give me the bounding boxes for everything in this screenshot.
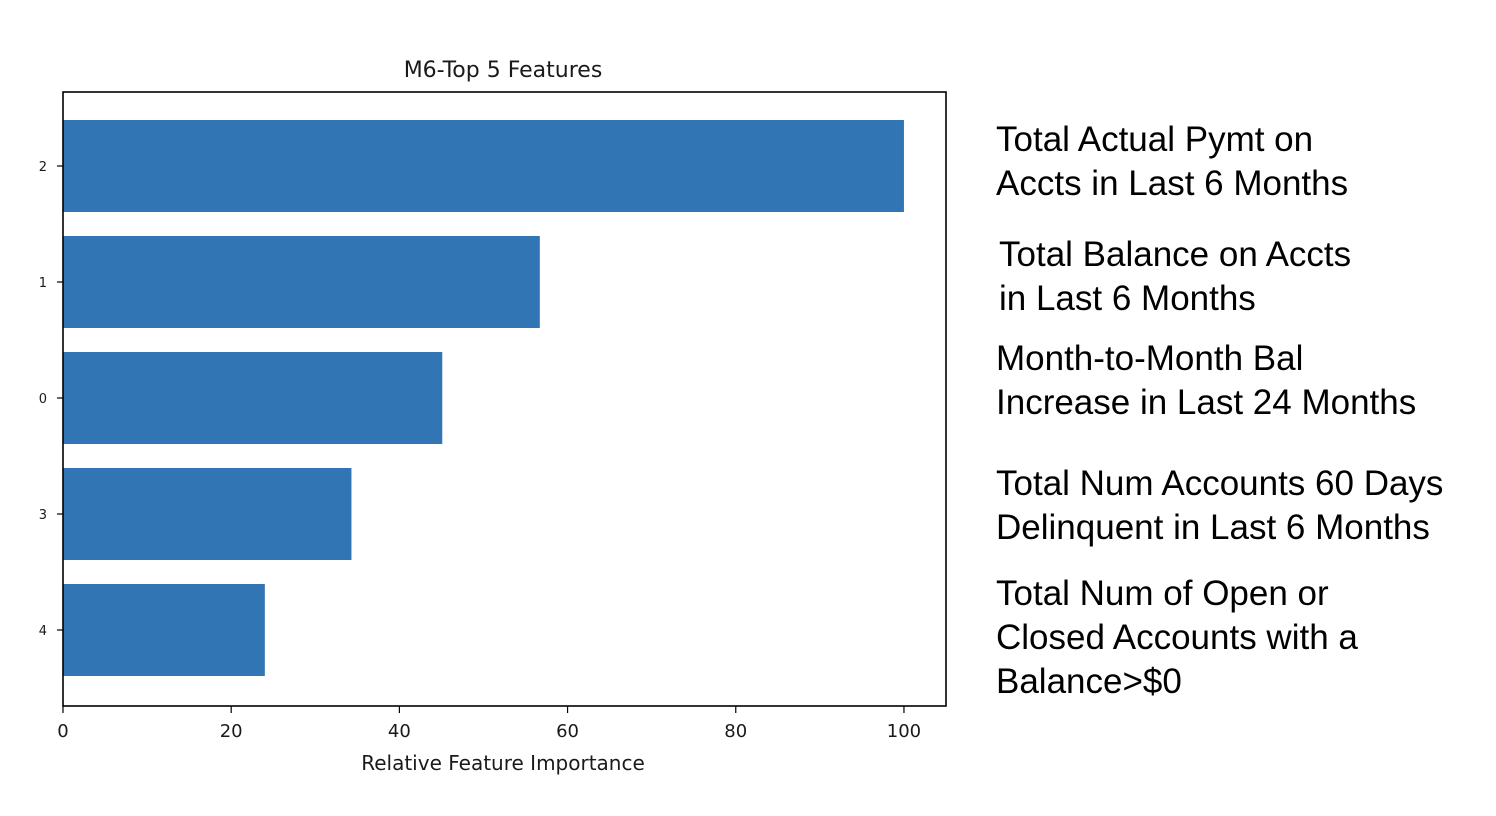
annotation-line: Total Num Accounts 60 Days bbox=[996, 464, 1444, 503]
annotation-line: Accts in Last 6 Months bbox=[996, 164, 1349, 203]
x-tick-label: 0 bbox=[57, 721, 68, 742]
annotation-line: Closed Accounts with a bbox=[996, 618, 1358, 657]
y-tick-label: 3 bbox=[39, 508, 47, 523]
chart-title: M6-Top 5 Features bbox=[404, 58, 603, 83]
feature-annotation-4: Total Num of Open or Closed Accounts wit… bbox=[996, 572, 1358, 704]
x-tick-label: 100 bbox=[887, 721, 921, 742]
bar-feature-2 bbox=[63, 120, 904, 212]
y-tick-label: 1 bbox=[39, 276, 47, 291]
bar-feature-3 bbox=[63, 468, 352, 560]
x-tick-label: 80 bbox=[724, 721, 747, 742]
y-tick-label: 4 bbox=[39, 624, 47, 639]
annotation-line: in Last 6 Months bbox=[999, 279, 1256, 318]
annotation-line: Total Balance on Accts bbox=[999, 235, 1352, 274]
plot-frame bbox=[62, 91, 947, 707]
bar-feature-1 bbox=[63, 236, 540, 328]
x-axis-label: Relative Feature Importance bbox=[361, 751, 645, 775]
annotation-line: Total Actual Pymt on bbox=[996, 120, 1314, 159]
annotation-line: Balance>$0 bbox=[996, 662, 1182, 701]
annotation-line: Delinquent in Last 6 Months bbox=[996, 508, 1430, 547]
feature-annotation-3: Total Num Accounts 60 Days Delinquent in… bbox=[996, 462, 1443, 550]
annotation-line: Total Num of Open or bbox=[996, 574, 1329, 613]
annotation-line: Increase in Last 24 Months bbox=[996, 383, 1417, 422]
bar-feature-0 bbox=[63, 352, 443, 444]
y-tick-label: 0 bbox=[39, 392, 47, 407]
annotation-line: Month-to-Month Bal bbox=[996, 339, 1304, 378]
feature-annotation-0: Month-to-Month Bal Increase in Last 24 M… bbox=[996, 337, 1416, 425]
x-tick-label: 20 bbox=[220, 721, 243, 742]
x-tick-label: 40 bbox=[388, 721, 411, 742]
feature-annotation-1: Total Balance on Accts in Last 6 Months bbox=[999, 233, 1351, 321]
feature-annotation-2: Total Actual Pymt on Accts in Last 6 Mon… bbox=[996, 118, 1348, 206]
y-tick-label: 2 bbox=[39, 160, 47, 175]
x-tick-label: 60 bbox=[556, 721, 579, 742]
bar-feature-4 bbox=[63, 584, 265, 676]
